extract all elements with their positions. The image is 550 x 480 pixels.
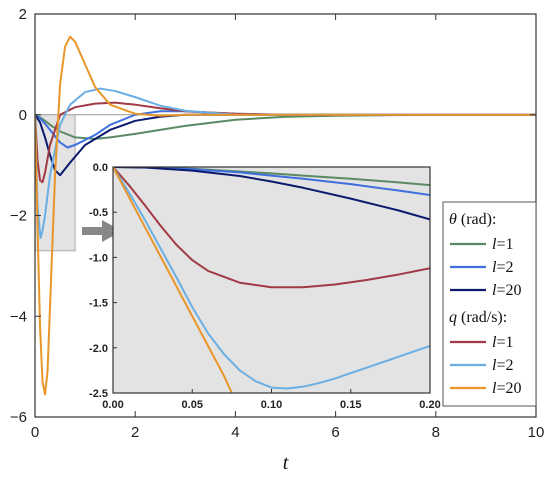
legend-item-value: =2 bbox=[496, 357, 513, 374]
main-x-tick-label: 8 bbox=[432, 424, 440, 441]
inset-x-tick-label: 0.00 bbox=[102, 399, 123, 411]
legend-symbol: θ bbox=[449, 211, 457, 228]
legend-box bbox=[442, 201, 537, 407]
legend-item-label: l=1 bbox=[492, 334, 513, 351]
main-y-tick-label: 0 bbox=[19, 107, 27, 124]
main-y-tick-label: −4 bbox=[10, 308, 27, 325]
main-x-tick-label: 4 bbox=[231, 424, 239, 441]
zoom-arrow bbox=[82, 220, 122, 242]
inset-y-tick-label: -2.5 bbox=[89, 388, 108, 400]
inset-y-tick-label: -2.0 bbox=[89, 343, 108, 355]
main-y-tick-label: −6 bbox=[10, 409, 27, 426]
main-series-group bbox=[35, 35, 536, 396]
main-series-line-0 bbox=[35, 113, 536, 140]
inset-y-tick-label: -0.5 bbox=[89, 207, 108, 219]
legend-unit: (rad): bbox=[457, 211, 497, 228]
main-x-tick-label: 0 bbox=[31, 424, 39, 441]
legend: θ (rad):l=1l=2l=20q (rad/s):l=1l=2l=20 bbox=[442, 201, 537, 407]
legend-item-value: =20 bbox=[496, 282, 521, 299]
inset-chart: 0.00 0.05 0.10 0.15 0.20 0.0 -0.5 -1.0 -1.5 -2.0 -… bbox=[89, 162, 441, 411]
legend-item-value: =2 bbox=[496, 259, 513, 276]
main-y-tick-label: 2 bbox=[19, 6, 27, 23]
legend-symbol: q bbox=[449, 309, 457, 326]
inset-y-tick-label: -1.5 bbox=[89, 298, 108, 310]
inset-series-line-4 bbox=[113, 167, 430, 390]
inset-y-tick-label: -1.0 bbox=[89, 252, 108, 264]
legend-item-var: l bbox=[492, 259, 497, 276]
legend-item-label: l=20 bbox=[492, 380, 521, 397]
legend-item-value: =20 bbox=[496, 380, 521, 397]
inset-x-tick-label: 0.10 bbox=[261, 399, 282, 411]
legend-group-title: θ (rad): bbox=[449, 211, 496, 228]
legend-item-var: l bbox=[492, 357, 497, 374]
legend-unit: (rad/s): bbox=[457, 309, 507, 326]
main-series-line-4 bbox=[35, 87, 536, 240]
legend-item-label: l=20 bbox=[492, 282, 521, 299]
legend-item-value: =1 bbox=[496, 236, 513, 253]
main-x-tick-label: 6 bbox=[331, 424, 339, 441]
inset-series-line-5 bbox=[113, 167, 233, 393]
inset-x-tick-label: 0.05 bbox=[182, 399, 203, 411]
legend-item-label: l=2 bbox=[492, 357, 513, 374]
legend-group-title: q (rad/s): bbox=[449, 309, 507, 326]
main-y-tick-label: −2 bbox=[10, 208, 27, 225]
main-x-axis-label: t bbox=[283, 452, 289, 474]
inset-x-tick-label: 0.15 bbox=[340, 399, 361, 411]
legend-item-var: l bbox=[492, 282, 497, 299]
main-x-tick-label: 2 bbox=[131, 424, 139, 441]
inset-series-line-2 bbox=[113, 167, 430, 221]
legend-item-label: l=1 bbox=[492, 236, 513, 253]
legend-item-var: l bbox=[492, 334, 497, 351]
inset-series-group bbox=[113, 167, 430, 393]
legend-item-var: l bbox=[492, 380, 497, 397]
inset-y-tick-label: 0.0 bbox=[93, 162, 108, 174]
inset-x-tick-label: 0.20 bbox=[419, 399, 440, 411]
legend-item-value: =1 bbox=[496, 334, 513, 351]
legend-item-var: l bbox=[492, 236, 497, 253]
main-x-tick-label: 10 bbox=[528, 424, 545, 441]
legend-item-label: l=2 bbox=[492, 259, 513, 276]
inset-plot-area bbox=[113, 167, 430, 393]
inset-series-line-3 bbox=[113, 167, 430, 289]
main-series-line-5 bbox=[35, 35, 536, 396]
